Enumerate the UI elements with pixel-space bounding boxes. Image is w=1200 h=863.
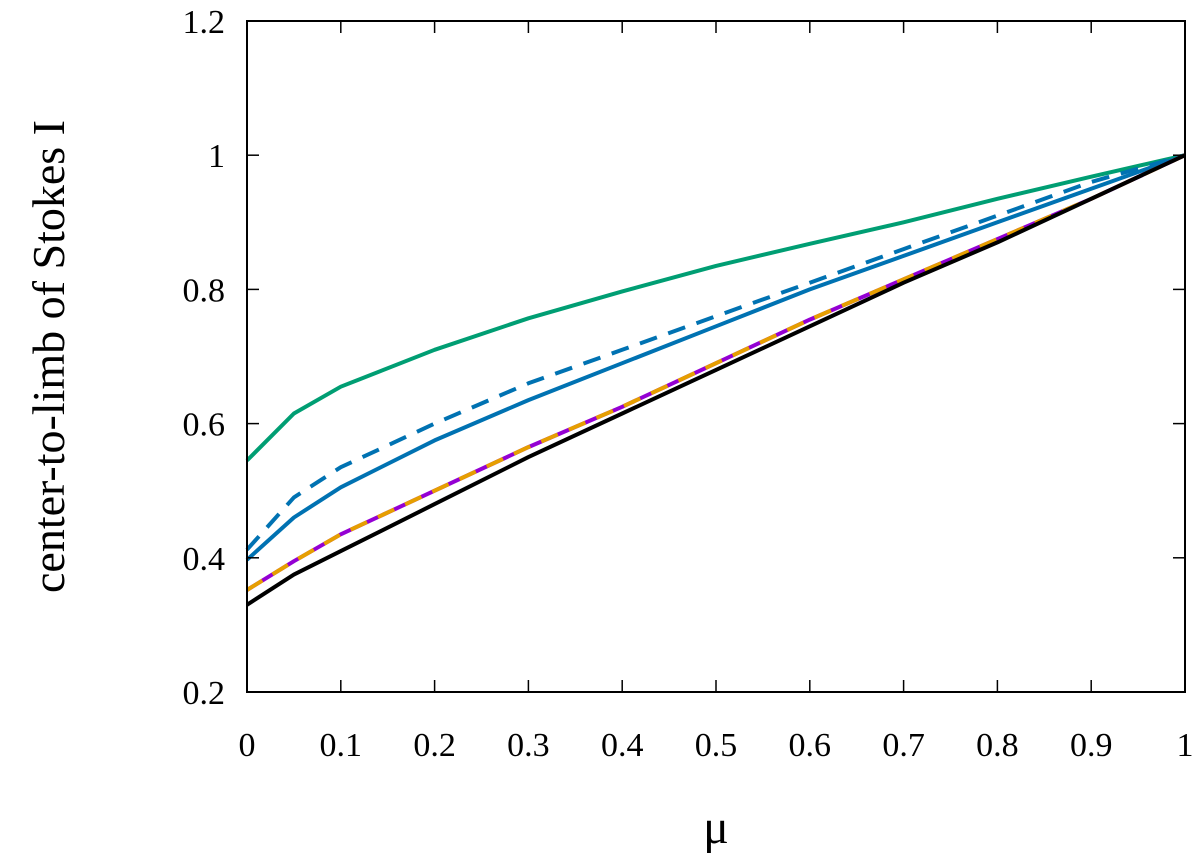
y-tick-label: 0.2 <box>183 675 226 712</box>
series-line-5 <box>245 153 1186 592</box>
series-line-2 <box>245 153 1186 552</box>
y-tick-label: 1 <box>208 138 225 175</box>
x-tick-label: 0.8 <box>976 727 1019 764</box>
series-line-3 <box>245 153 1186 562</box>
x-tick-label: 0.3 <box>507 727 550 764</box>
x-tick-label: 0.5 <box>695 727 738 764</box>
x-tick-label: 0.6 <box>789 727 832 764</box>
x-tick-label: 1 <box>1177 727 1194 764</box>
series-line-1 <box>245 153 1186 462</box>
y-axis-title: center-to-limb of Stokes I <box>23 120 74 593</box>
y-tick-label: 0.8 <box>183 272 226 309</box>
series-line-6 <box>245 153 1186 607</box>
x-axis-title: μ <box>703 801 729 854</box>
x-tick-label: 0.9 <box>1070 727 1113 764</box>
tick-layer <box>246 20 1186 693</box>
x-tick-label: 0.1 <box>320 727 363 764</box>
y-tick-label: 0.4 <box>183 541 226 578</box>
x-tick-label: 0.4 <box>601 727 644 764</box>
series-layer <box>245 153 1186 607</box>
x-tick-label: 0.7 <box>882 727 925 764</box>
y-tick-label: 1.2 <box>183 4 226 41</box>
label-layer: 0 0.1 0.2 0.3 0.4 0.5 0.6 0.7 0.8 0.9 1 0.2 0.4 0.6 0.… <box>183 4 1194 764</box>
x-tick-label: 0.2 <box>413 727 456 764</box>
y-tick-label: 0.6 <box>183 407 226 444</box>
plot-frame <box>246 20 1186 693</box>
x-tick-label: 0 <box>239 727 256 764</box>
